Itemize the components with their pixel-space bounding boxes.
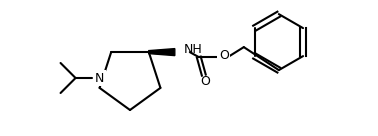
Text: O: O [219, 49, 229, 62]
Polygon shape [149, 49, 175, 56]
Text: N: N [95, 72, 104, 84]
Text: O: O [200, 75, 210, 88]
Text: NH: NH [184, 43, 203, 56]
